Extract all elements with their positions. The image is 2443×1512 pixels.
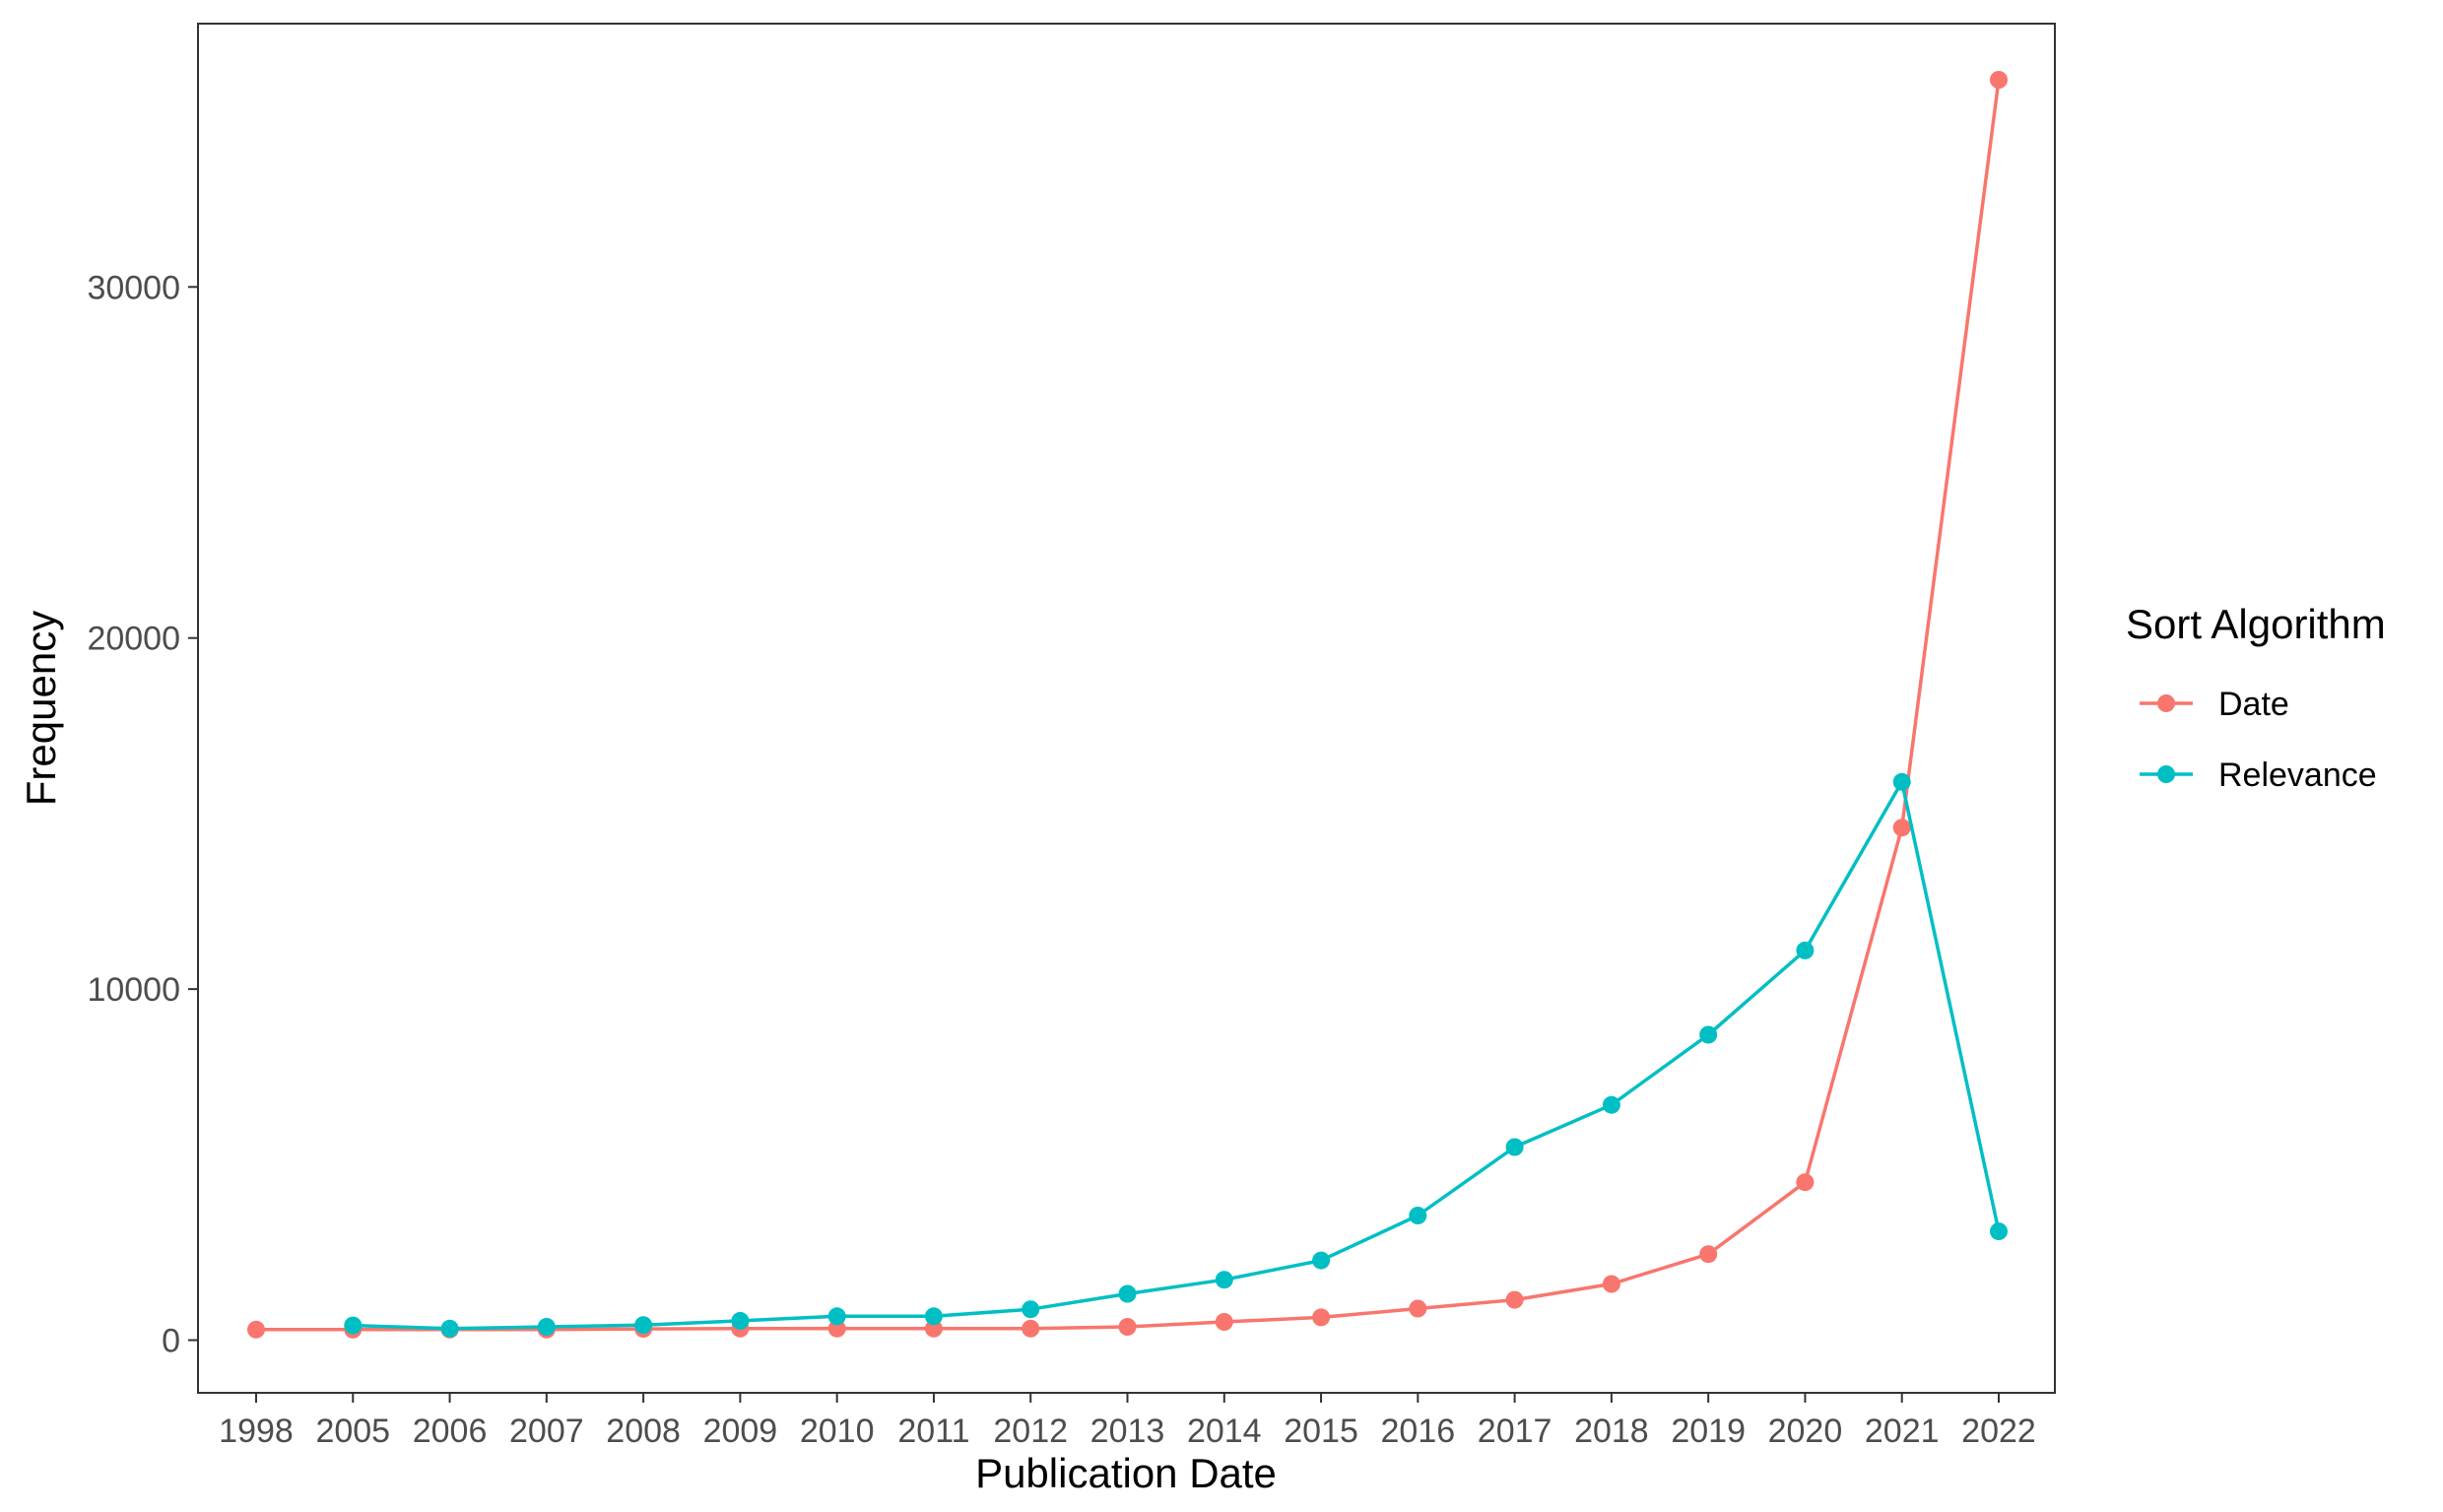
data-point-date: [1699, 1245, 1718, 1264]
y-axis-title: Frequency: [18, 611, 64, 806]
y-tick-label: 10000: [87, 971, 180, 1009]
x-tick-label: 2007: [509, 1413, 584, 1450]
x-tick-label: 2013: [1090, 1413, 1165, 1450]
data-point-relevance: [1312, 1251, 1331, 1270]
data-point-date: [1118, 1318, 1137, 1336]
data-point-date: [1602, 1275, 1620, 1293]
y-tick-label: 30000: [87, 269, 180, 306]
data-point-date: [1409, 1299, 1427, 1318]
y-tick-label: 20000: [87, 621, 180, 658]
legend-label-date: Date: [2218, 686, 2289, 723]
y-tick-label: 0: [162, 1323, 180, 1360]
data-point-date: [1796, 1173, 1815, 1192]
x-tick-label: 1998: [219, 1413, 294, 1450]
x-tick-label: 2005: [315, 1413, 390, 1450]
data-point-relevance: [924, 1307, 943, 1326]
data-point-relevance: [634, 1316, 653, 1335]
x-tick-label: 2022: [1961, 1413, 2036, 1450]
plot-panel: [197, 23, 2056, 1394]
x-tick-label: 2010: [800, 1413, 875, 1450]
data-point-relevance: [1796, 941, 1815, 959]
data-point-relevance: [1602, 1095, 1620, 1114]
data-point-date: [247, 1320, 265, 1339]
data-point-date: [924, 1319, 943, 1338]
series-layer: [247, 71, 2008, 1339]
x-tick-label: 2019: [1671, 1413, 1746, 1450]
data-point-relevance: [1990, 1222, 2008, 1241]
data-point-relevance: [827, 1307, 846, 1326]
x-tick-label: 2009: [703, 1413, 778, 1450]
data-point-relevance: [1505, 1138, 1524, 1156]
data-point-relevance: [1892, 772, 1911, 791]
x-tick-label: 2021: [1865, 1413, 1940, 1450]
y-axis: 0 10000 20000 30000: [87, 269, 198, 1360]
data-point-date: [1312, 1308, 1331, 1327]
x-tick-label: 2012: [993, 1413, 1068, 1450]
x-axis: 1998 2005 2006 2007 2008 2009 2010 2011 2012 2013…: [219, 1393, 2036, 1450]
series-line-relevance: [353, 780, 2001, 1331]
x-tick-label: 2018: [1574, 1413, 1649, 1450]
x-tick-label: 2020: [1768, 1413, 1843, 1450]
data-point-date: [827, 1319, 846, 1338]
data-point-date: [1505, 1290, 1524, 1309]
data-point-date: [1022, 1319, 1040, 1338]
legend-key-point-date: [2157, 694, 2175, 712]
x-tick-label: 2006: [413, 1413, 488, 1450]
x-tick-label: 2017: [1478, 1413, 1552, 1450]
legend-key-point-relevance: [2157, 765, 2175, 783]
data-point-relevance: [1118, 1284, 1137, 1303]
data-point-date: [1990, 71, 2008, 89]
data-point-relevance: [537, 1318, 556, 1336]
data-point-relevance: [1409, 1207, 1427, 1224]
x-axis-title: Publication Date: [975, 1450, 1277, 1496]
legend-label-relevance: Relevance: [2218, 756, 2377, 794]
data-point-relevance: [1699, 1025, 1718, 1044]
data-point-relevance: [440, 1319, 459, 1338]
data-point-relevance: [731, 1311, 750, 1330]
data-point-relevance: [344, 1316, 363, 1335]
data-point-date: [1215, 1313, 1233, 1331]
x-tick-label: 2016: [1381, 1413, 1456, 1450]
legend: Sort Algorithm Date Relevance: [2126, 601, 2386, 794]
legend-title: Sort Algorithm: [2126, 601, 2386, 647]
x-tick-label: 2015: [1284, 1413, 1358, 1450]
data-point-date: [1892, 819, 1911, 837]
x-tick-label: 2011: [897, 1413, 969, 1450]
x-tick-label: 2014: [1187, 1413, 1262, 1450]
data-point-relevance: [1022, 1300, 1040, 1319]
x-tick-label: 2008: [606, 1413, 681, 1450]
data-point-relevance: [1215, 1271, 1233, 1289]
